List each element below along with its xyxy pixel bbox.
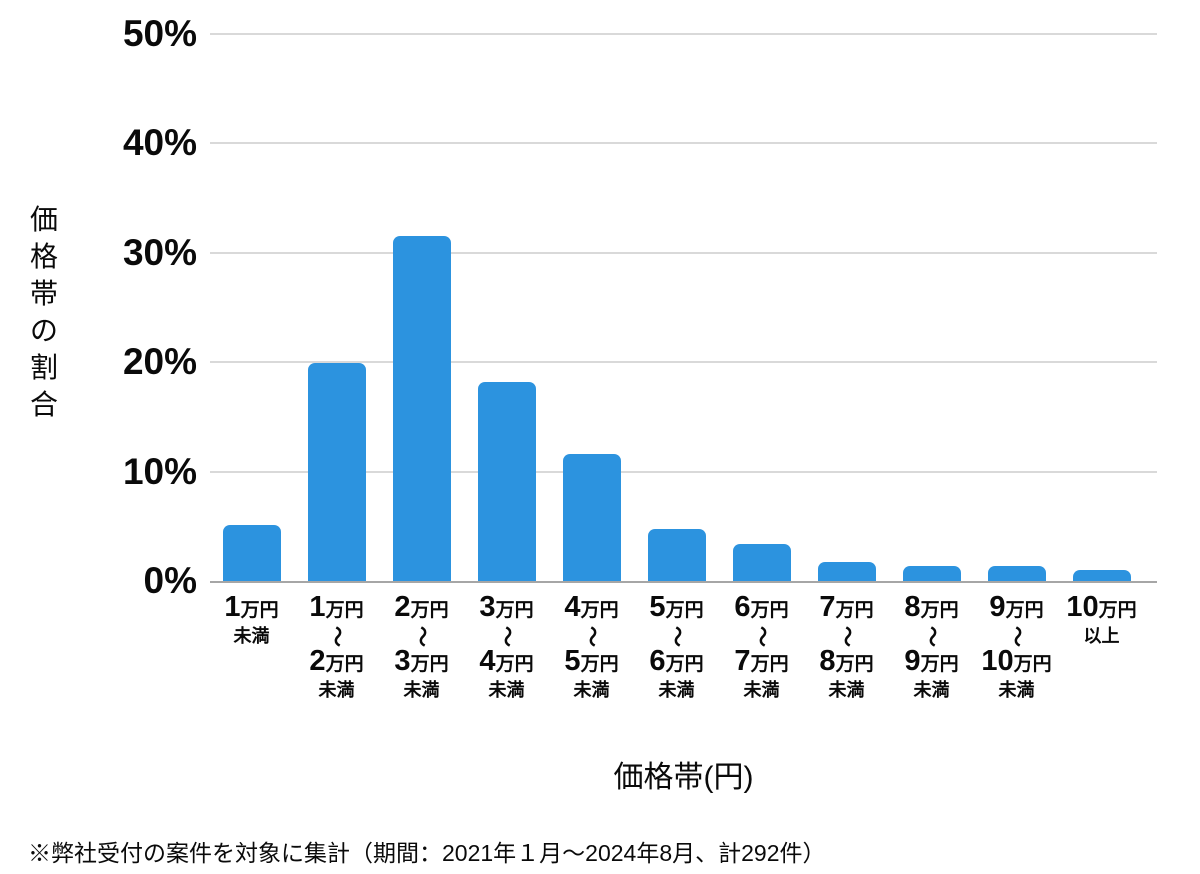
x-label-unit: 万円 — [1098, 600, 1137, 621]
x-label-unit: 万円 — [665, 654, 704, 675]
x-category-label-5万円〜6万円未満: 5万円〜 6万円 未満 — [629, 591, 725, 702]
gridline-40pct — [210, 142, 1157, 145]
range-tilde: 〜 — [920, 626, 943, 647]
range-tilde: 〜 — [580, 626, 603, 647]
x-label-suffix: 未満 — [828, 680, 865, 700]
x-label-suffix: 未満 — [318, 680, 355, 700]
x-label-number: 7 — [819, 591, 836, 623]
y-tick-label-30: 30% — [122, 231, 197, 273]
gridline-20pct — [210, 361, 1157, 364]
range-tilde: 〜 — [750, 626, 773, 647]
y-axis-title: 価格帯の割合 — [29, 204, 58, 420]
x-label-suffix: 未満 — [743, 680, 780, 700]
x-label-number: 9 — [904, 645, 921, 677]
x-label-suffix: 未満 — [488, 680, 525, 700]
x-label-unit: 万円 — [665, 600, 704, 621]
range-tilde: 〜 — [835, 626, 858, 647]
x-label-suffix: 未満 — [233, 626, 270, 646]
y-tick-label-0: 0% — [143, 560, 197, 601]
bar-8万円〜9万円未満 — [902, 565, 961, 581]
x-label-number: 10 — [981, 645, 1014, 677]
x-label-unit: 万円 — [240, 600, 279, 621]
x-category-label-1万円〜2万円未満: 1万円〜 2万円 未満 — [289, 591, 385, 702]
x-label-number: 6 — [649, 645, 666, 677]
x-label-suffix: 未満 — [403, 680, 440, 700]
x-label-number: 3 — [394, 645, 411, 677]
x-axis-title: 価格帯(円) — [613, 761, 754, 794]
x-label-unit: 万円 — [325, 600, 364, 621]
x-label-number: 5 — [564, 645, 581, 677]
x-label-unit: 万円 — [1005, 600, 1044, 621]
range-tilde: 〜 — [410, 626, 433, 647]
x-label-number: 8 — [904, 591, 921, 623]
x-label-number: 5 — [649, 591, 666, 623]
range-tilde: 〜 — [665, 626, 688, 647]
x-label-unit: 万円 — [920, 600, 959, 621]
x-label-suffix: 未満 — [573, 680, 610, 700]
x-label-number: 7 — [734, 645, 751, 677]
x-axis-line — [210, 581, 1157, 583]
x-category-label-9万円〜10万円未満: 9万円〜 10万円 未満 — [969, 591, 1065, 702]
x-category-label-8万円〜9万円未満: 8万円〜 9万円 未満 — [884, 591, 980, 702]
x-label-number: 6 — [734, 591, 751, 623]
x-label-unit: 万円 — [920, 654, 959, 675]
x-label-unit: 万円 — [325, 654, 364, 675]
x-label-number: 4 — [479, 645, 496, 677]
x-label-unit: 万円 — [410, 600, 449, 621]
footnote: ※弊社受付の案件を対象に集計（期間：2021年１月〜2024年8月、計292件） — [28, 840, 826, 866]
x-category-label-7万円〜8万円未満: 7万円〜 8万円 未満 — [799, 591, 895, 702]
x-label-unit: 万円 — [835, 654, 874, 675]
range-tilde: 〜 — [325, 626, 348, 647]
bar-3万円〜4万円未満 — [477, 381, 536, 581]
x-label-suffix: 未満 — [998, 680, 1035, 700]
x-category-label-1万円未満: 1万円未満 — [204, 591, 300, 648]
bar-1万円〜2万円未満 — [307, 363, 366, 581]
x-label-number: 10 — [1066, 591, 1099, 623]
x-label-unit: 万円 — [410, 654, 449, 675]
range-tilde: 〜 — [495, 626, 518, 647]
gridline-50pct — [210, 33, 1157, 35]
y-tick-label-40: 40% — [122, 122, 197, 164]
y-tick-label-20: 20% — [122, 341, 197, 383]
bar-6万円〜7万円未満 — [732, 543, 791, 581]
x-label-number: 1 — [224, 591, 241, 623]
y-tick-label-10: 10% — [122, 450, 197, 492]
x-label-unit: 万円 — [750, 600, 789, 621]
bar-1万円未満 — [222, 525, 281, 581]
bar-4万円〜5万円未満 — [562, 454, 621, 581]
bar-7万円〜8万円未満 — [817, 562, 876, 581]
bar-2万円〜3万円未満 — [392, 236, 451, 581]
x-label-number: 8 — [819, 645, 836, 677]
bar-10万円以上 — [1072, 570, 1131, 581]
gridline-10pct — [210, 470, 1157, 473]
x-label-unit: 万円 — [580, 654, 619, 675]
x-label-number: 1 — [309, 591, 326, 623]
x-label-number: 4 — [564, 591, 581, 623]
x-category-label-6万円〜7万円未満: 6万円〜 7万円 未満 — [714, 591, 810, 702]
x-category-label-3万円〜4万円未満: 3万円〜 4万円 未満 — [459, 591, 555, 702]
x-label-unit: 万円 — [1013, 654, 1052, 675]
x-label-number: 9 — [989, 591, 1006, 623]
x-label-number: 3 — [479, 591, 496, 623]
x-label-number: 2 — [309, 645, 326, 677]
x-category-label-10万円以上: 10万円以上 — [1054, 591, 1150, 648]
x-label-number: 2 — [394, 591, 411, 623]
bar-5万円〜6万円未満 — [647, 528, 706, 581]
x-label-unit: 万円 — [580, 600, 619, 621]
gridline-30pct — [210, 251, 1157, 254]
plot-area — [210, 33, 1157, 583]
x-label-suffix: 以上 — [1083, 626, 1120, 646]
x-label-suffix: 未満 — [913, 680, 950, 700]
x-label-unit: 万円 — [495, 600, 534, 621]
x-label-unit: 万円 — [750, 654, 789, 675]
x-label-suffix: 未満 — [658, 680, 695, 700]
y-tick-label-50: 50% — [122, 13, 197, 54]
x-label-unit: 万円 — [495, 654, 534, 675]
x-category-label-2万円〜3万円未満: 2万円〜 3万円 未満 — [374, 591, 470, 702]
bar-9万円〜10万円未満 — [987, 565, 1046, 581]
x-category-label-4万円〜5万円未満: 4万円〜 5万円 未満 — [544, 591, 640, 702]
x-label-unit: 万円 — [835, 600, 874, 621]
